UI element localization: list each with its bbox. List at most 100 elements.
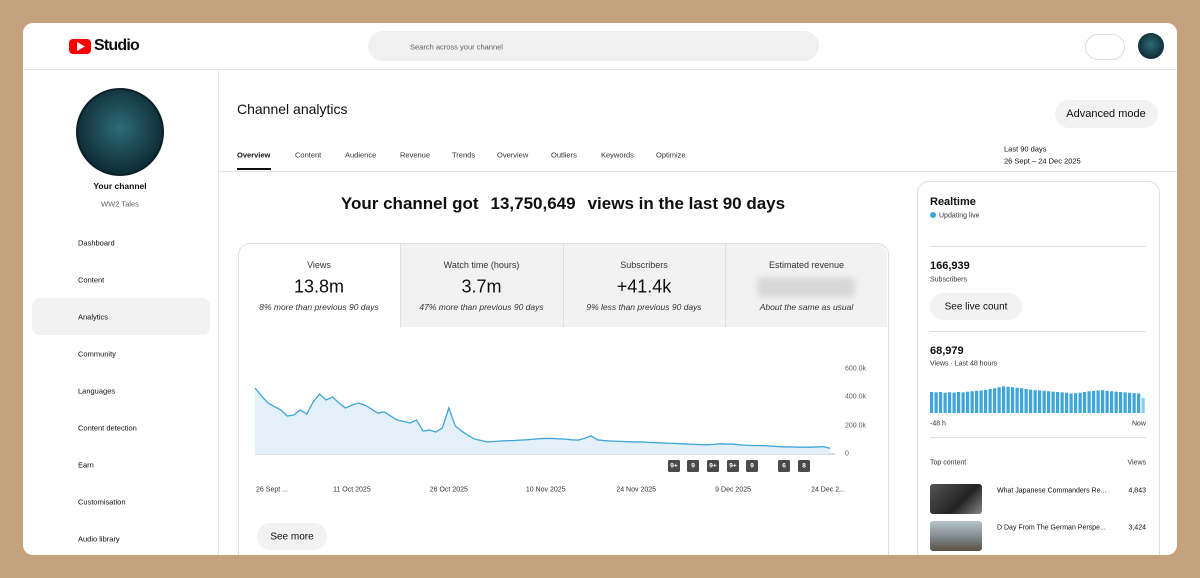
realtime-status: Updating live: [939, 212, 980, 220]
marker-badge: [687, 460, 699, 472]
graphics: [69, 33, 1164, 472]
stage: Studio Search across your channel Your cha…: [23, 23, 1177, 555]
channel-label: Your channel: [93, 181, 147, 191]
marker-badge: [668, 460, 680, 472]
create-button[interactable]: [1085, 34, 1125, 60]
live-button[interactable]: See live count: [944, 301, 1008, 313]
bar: [1033, 390, 1037, 413]
x-tick-label: 24 Dec 2...: [811, 486, 845, 494]
bar: [952, 392, 956, 413]
bar: [1011, 387, 1015, 413]
bar: [1038, 390, 1042, 413]
tab[interactable]: Trends: [452, 150, 476, 160]
nav-item[interactable]: Content detection: [78, 423, 137, 433]
tab[interactable]: Optimize: [656, 150, 686, 160]
live-button-bg[interactable]: [930, 293, 1022, 320]
marker-label[interactable]: 9: [691, 462, 695, 470]
bar: [975, 390, 979, 413]
nav-item[interactable]: Dashboard: [78, 238, 115, 248]
bar: [1092, 390, 1096, 413]
content-title[interactable]: What Japanese Commanders Re...: [997, 487, 1107, 495]
content-views: 3,424: [1128, 524, 1146, 532]
bar: [1042, 390, 1046, 413]
nav-item[interactable]: Audio library: [78, 534, 120, 544]
account-avatar[interactable]: [1138, 33, 1164, 59]
x-tick-label: 26 Sept ...: [256, 486, 288, 494]
tab[interactable]: Audience: [345, 150, 377, 160]
marker-label[interactable]: 6: [782, 462, 786, 470]
bar: [984, 389, 988, 413]
see-more-bg[interactable]: [257, 523, 327, 550]
marker-label[interactable]: 9: [750, 462, 754, 470]
bar: [979, 390, 983, 413]
metric-value: +41.4k: [616, 276, 672, 297]
bar: [1119, 392, 1123, 413]
live-dot: [930, 212, 936, 218]
x-tick-label: 10 Nov 2025: [525, 486, 566, 494]
revenue-blur: [757, 277, 855, 297]
bar: [1074, 393, 1078, 413]
tab-underline: [237, 168, 271, 170]
tab[interactable]: Outliers: [551, 150, 577, 160]
x-end: Now: [1131, 420, 1146, 428]
bar: [1128, 392, 1132, 413]
bar: [1141, 398, 1145, 413]
marker-label[interactable]: 9+: [670, 462, 678, 470]
x-tick-label: 11 Oct 2025: [333, 486, 371, 494]
nav-item[interactable]: Customisation: [78, 497, 126, 507]
area: [255, 387, 830, 454]
bar: [1069, 393, 1073, 413]
bar: [1060, 392, 1064, 413]
tab[interactable]: Keywords: [601, 150, 634, 160]
tab[interactable]: Revenue: [400, 150, 431, 160]
see-more[interactable]: See more: [270, 531, 314, 543]
nav-item[interactable]: Content: [78, 275, 105, 285]
advanced-button-bg[interactable]: [1055, 100, 1158, 128]
nav-item[interactable]: Community: [78, 349, 116, 359]
headline-prefix: Your channel got: [340, 194, 479, 213]
search-bar[interactable]: [368, 31, 819, 61]
bar: [1114, 391, 1118, 413]
tab[interactable]: Overview: [497, 150, 529, 160]
bar: [1105, 390, 1109, 413]
metric-value: 13.8m: [293, 276, 345, 297]
marker-badge: [778, 460, 790, 472]
nav-item[interactable]: Analytics: [78, 312, 109, 322]
tab[interactable]: Overview: [237, 150, 271, 160]
advanced-button[interactable]: Advanced mode: [1066, 108, 1146, 120]
thumbnail[interactable]: [930, 484, 982, 514]
bar: [1006, 386, 1010, 413]
bar: [970, 391, 974, 413]
metrics-card: [238, 243, 889, 555]
channel-name: WW2 Tales: [101, 199, 139, 209]
bar: [943, 392, 947, 413]
bar: [1087, 391, 1091, 413]
nav-item[interactable]: Earn: [78, 460, 94, 470]
marker-label[interactable]: 8: [802, 462, 806, 470]
page-title: Channel analytics: [237, 101, 348, 117]
channel-avatar[interactable]: [76, 88, 164, 176]
tab[interactable]: Content: [295, 150, 322, 160]
content-views: 4,843: [1128, 487, 1146, 495]
bar: [930, 392, 934, 413]
thumbnail[interactable]: [930, 521, 982, 551]
marker-label[interactable]: 9+: [709, 462, 717, 470]
views-value: 68,979: [930, 345, 964, 357]
y-tick-label: 200.0k: [845, 422, 867, 430]
x-tick-label: 24 Nov 2025: [616, 486, 657, 494]
bar: [934, 392, 938, 413]
marker-label[interactable]: 9+: [729, 462, 737, 470]
nav-item[interactable]: Languages: [78, 386, 116, 396]
metric-comparison: About the same as usual: [759, 302, 854, 312]
x-tick-label: 9 Dec 2025: [715, 486, 751, 494]
views-label: Views · Last 48 hours: [930, 360, 998, 368]
search-placeholder[interactable]: Search across your channel: [410, 42, 503, 52]
y-tick-label: 400.0k: [845, 393, 867, 401]
subscribers-value: 166,939: [930, 260, 970, 272]
content-title[interactable]: D Day From The German Perspe...: [997, 524, 1106, 532]
bar: [1132, 393, 1136, 413]
divider: [930, 246, 1146, 247]
tile-sep: [725, 244, 726, 327]
metric-value: 3.7m: [461, 276, 502, 297]
